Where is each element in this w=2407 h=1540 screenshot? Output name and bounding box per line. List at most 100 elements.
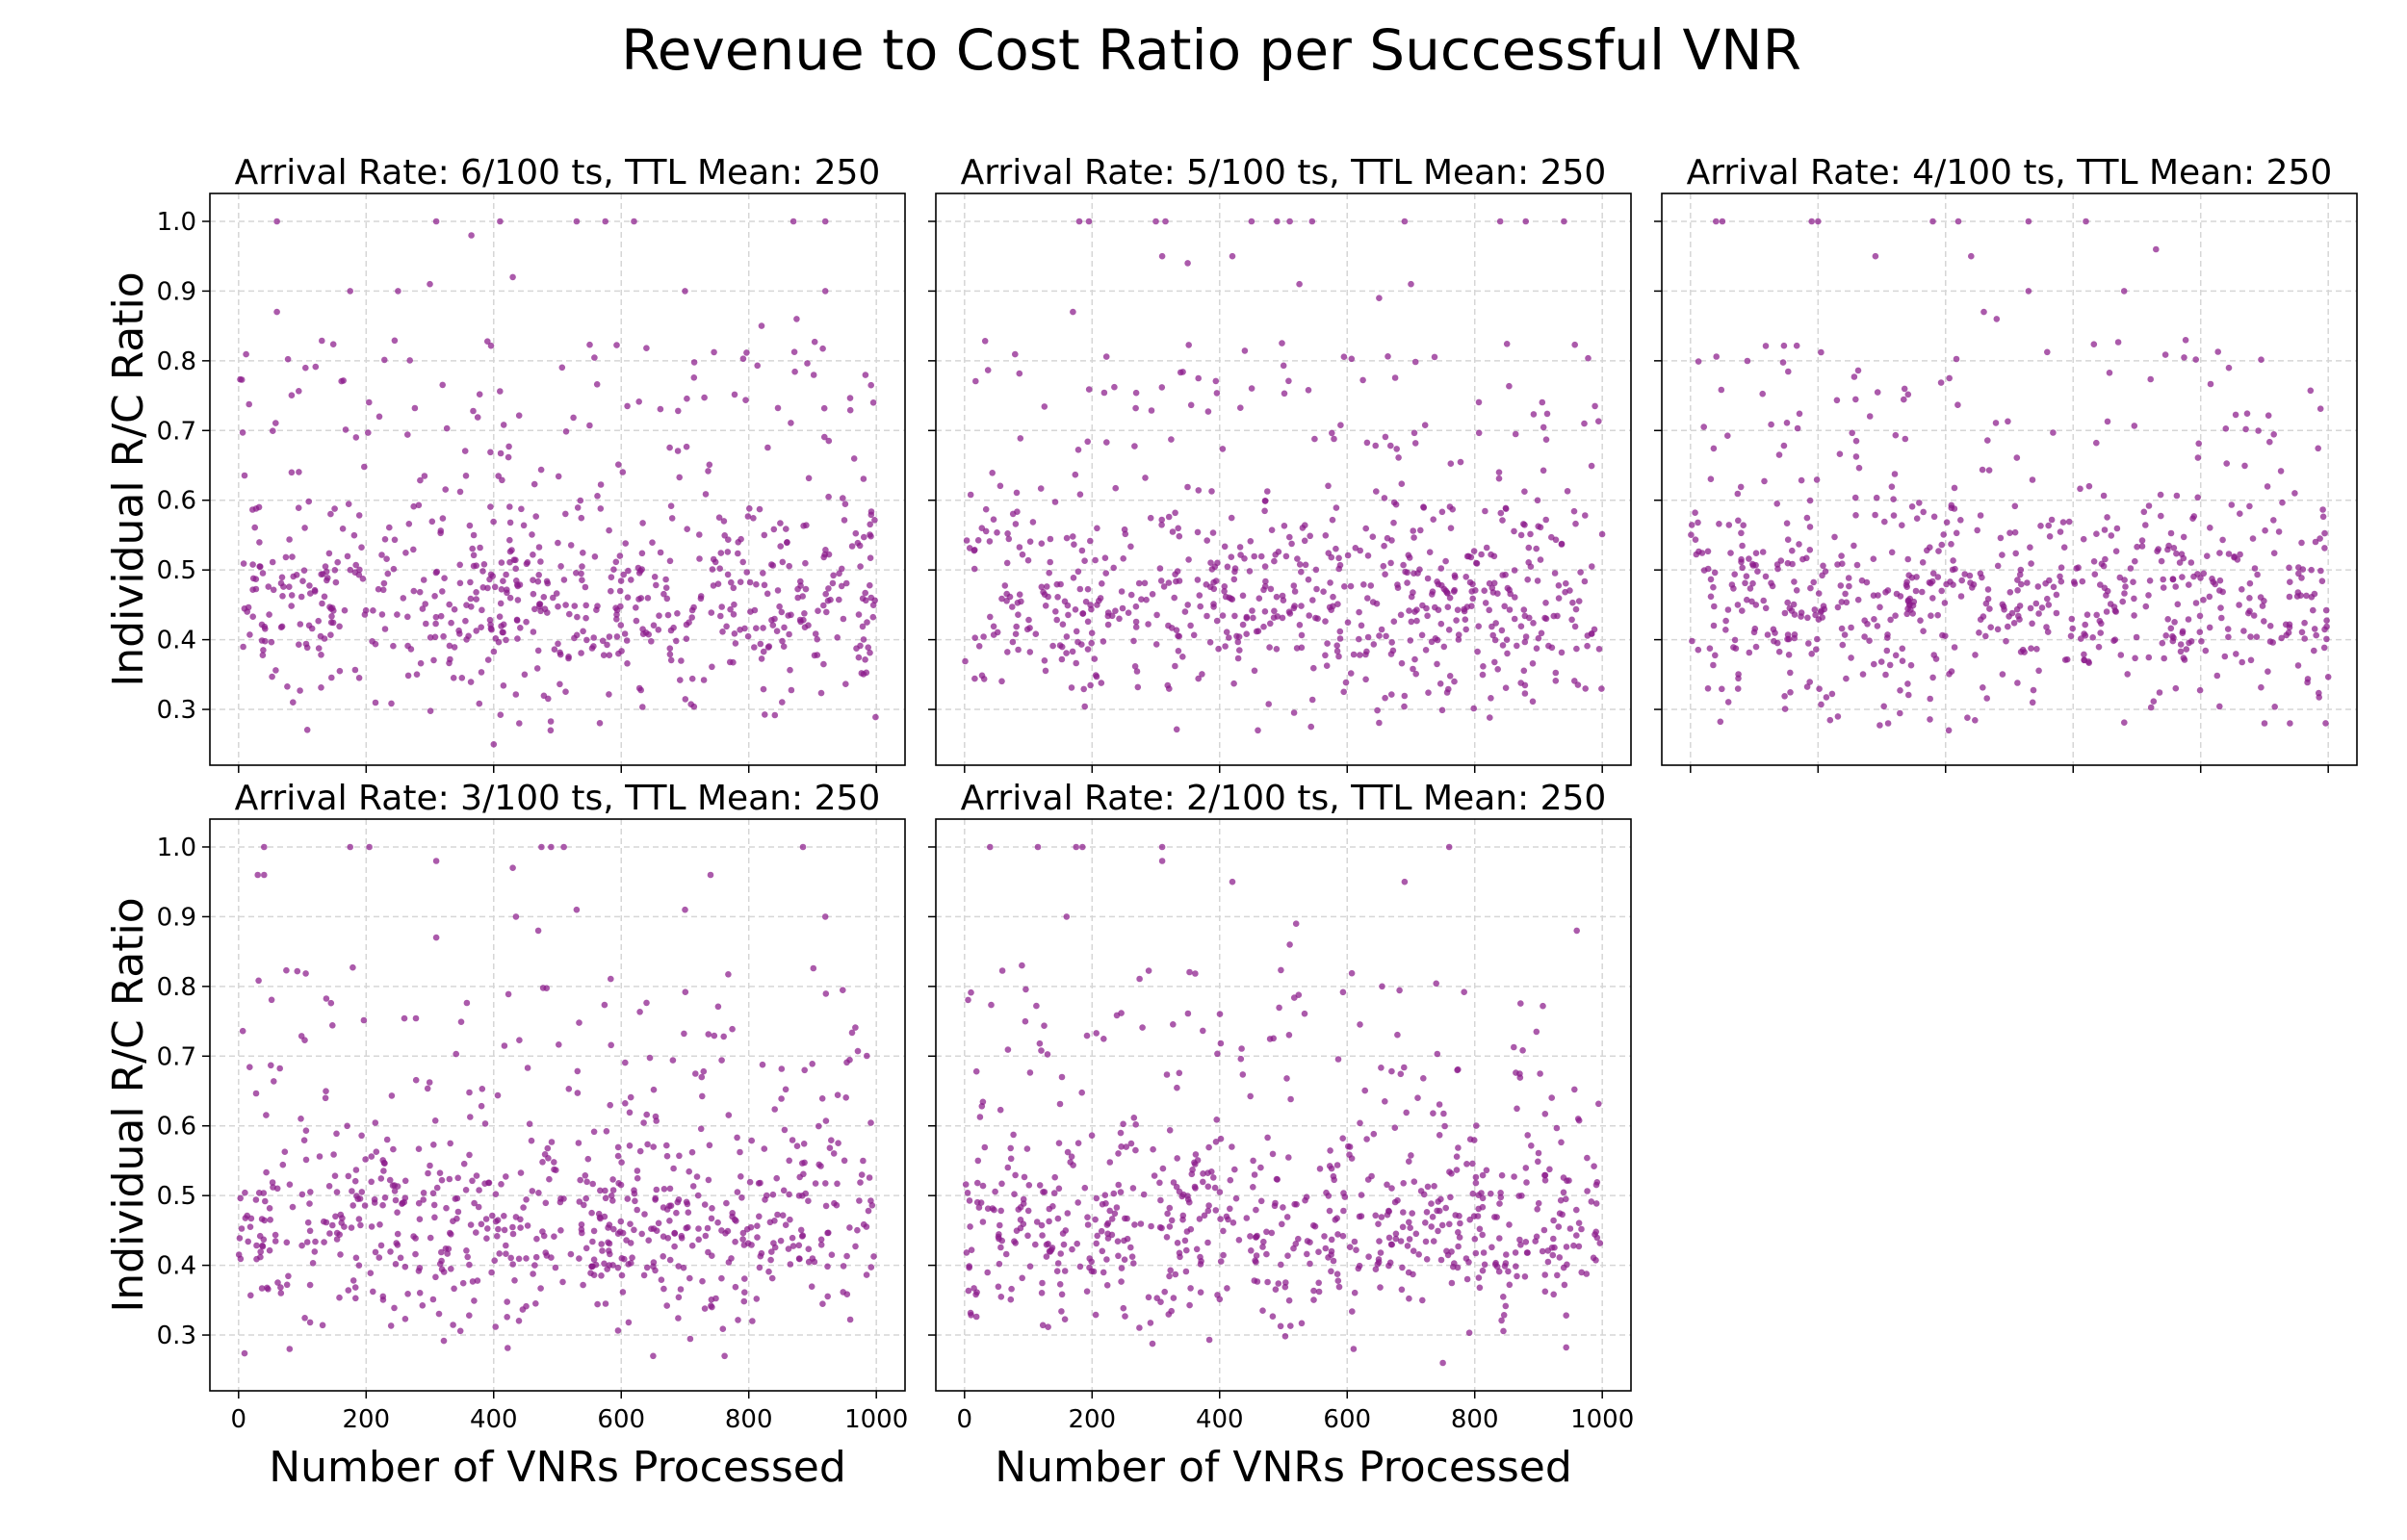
data-point	[1038, 1047, 1045, 1054]
data-point	[2212, 580, 2218, 588]
data-point	[1541, 1171, 1548, 1179]
data-point	[1132, 618, 1140, 626]
data-point	[633, 604, 639, 611]
data-point	[2172, 684, 2180, 692]
data-point	[1540, 467, 1547, 475]
data-point	[1253, 1234, 1259, 1241]
data-point	[1500, 1327, 1507, 1335]
data-point	[1899, 522, 1905, 528]
data-point	[1381, 495, 1388, 501]
data-point	[770, 526, 778, 533]
data-point	[1739, 542, 1746, 550]
data-point	[1118, 1143, 1125, 1150]
data-point	[1257, 1164, 1264, 1171]
data-point	[2140, 508, 2148, 516]
data-point	[533, 665, 541, 672]
data-point	[1787, 669, 1794, 677]
data-point	[590, 1128, 598, 1136]
data-point	[251, 524, 259, 531]
data-point	[1333, 648, 1341, 654]
data-point	[605, 1239, 611, 1246]
data-point	[432, 1273, 439, 1281]
data-point	[1260, 623, 1267, 630]
data-point	[1253, 1206, 1259, 1214]
data-point	[1023, 1145, 1031, 1152]
data-point	[782, 1086, 789, 1093]
data-point	[1470, 705, 1477, 712]
data-point	[738, 1194, 745, 1201]
data-point	[1046, 1247, 1053, 1255]
data-point	[788, 686, 795, 694]
y-tick-label: 1.0	[157, 834, 196, 862]
data-point	[1220, 1251, 1227, 1259]
data-point	[495, 473, 502, 479]
data-point	[573, 570, 580, 577]
data-point	[1453, 1167, 1461, 1173]
data-point	[484, 1225, 491, 1232]
data-point	[2286, 593, 2293, 601]
data-point	[531, 605, 538, 613]
data-point	[2183, 646, 2190, 653]
data-point	[1203, 581, 1210, 588]
data-point	[519, 1306, 527, 1313]
data-point	[2270, 431, 2277, 438]
data-point	[481, 1180, 488, 1187]
data-point	[1380, 562, 1387, 570]
data-point	[1145, 1294, 1152, 1301]
data-point	[531, 480, 538, 488]
data-point	[573, 906, 581, 913]
data-point	[735, 1317, 741, 1323]
data-point	[349, 1188, 355, 1194]
data-point	[539, 1228, 546, 1235]
data-point	[2171, 619, 2178, 626]
data-point	[2097, 629, 2104, 636]
data-point	[676, 474, 683, 481]
data-point	[2160, 584, 2167, 591]
data-point	[431, 633, 439, 641]
data-point	[1113, 1012, 1121, 1019]
data-point	[1443, 1247, 1450, 1255]
data-point	[1744, 596, 1750, 603]
data-point	[411, 404, 419, 412]
data-point	[732, 1283, 739, 1291]
data-point	[1217, 1258, 1225, 1265]
data-point	[708, 609, 715, 616]
data-point	[582, 1245, 590, 1252]
data-point	[2173, 492, 2181, 500]
data-point	[850, 455, 858, 462]
data-point	[830, 572, 837, 579]
data-point	[2157, 491, 2164, 499]
data-point	[1120, 1120, 1126, 1128]
data-point	[2142, 603, 2150, 610]
data-point	[306, 1281, 314, 1289]
data-point	[1217, 1040, 1225, 1047]
data-point	[348, 1224, 355, 1231]
data-point	[1953, 355, 1960, 363]
data-point	[1111, 1210, 1119, 1218]
data-point	[741, 625, 748, 632]
data-point	[822, 1180, 829, 1187]
data-point	[1419, 1296, 1426, 1304]
data-point	[2080, 535, 2087, 543]
data-point	[2214, 348, 2221, 355]
data-point	[1482, 507, 1488, 515]
data-point	[1114, 1238, 1122, 1245]
data-point	[1512, 430, 1519, 438]
data-point	[965, 1287, 972, 1295]
data-point	[1820, 562, 1826, 570]
data-point	[1770, 626, 1777, 633]
data-point	[678, 1232, 686, 1240]
data-point	[1994, 562, 2002, 570]
data-point	[2034, 583, 2042, 590]
data-point	[456, 561, 464, 569]
data-point	[1243, 630, 1250, 637]
data-point	[1784, 559, 1792, 567]
data-point	[367, 1270, 375, 1276]
data-point	[401, 1263, 409, 1270]
data-point	[1009, 638, 1017, 646]
data-point	[1475, 623, 1482, 629]
data-point	[1529, 698, 1537, 706]
data-point	[505, 1345, 511, 1351]
data-point	[1429, 588, 1436, 595]
data-point	[416, 588, 424, 596]
